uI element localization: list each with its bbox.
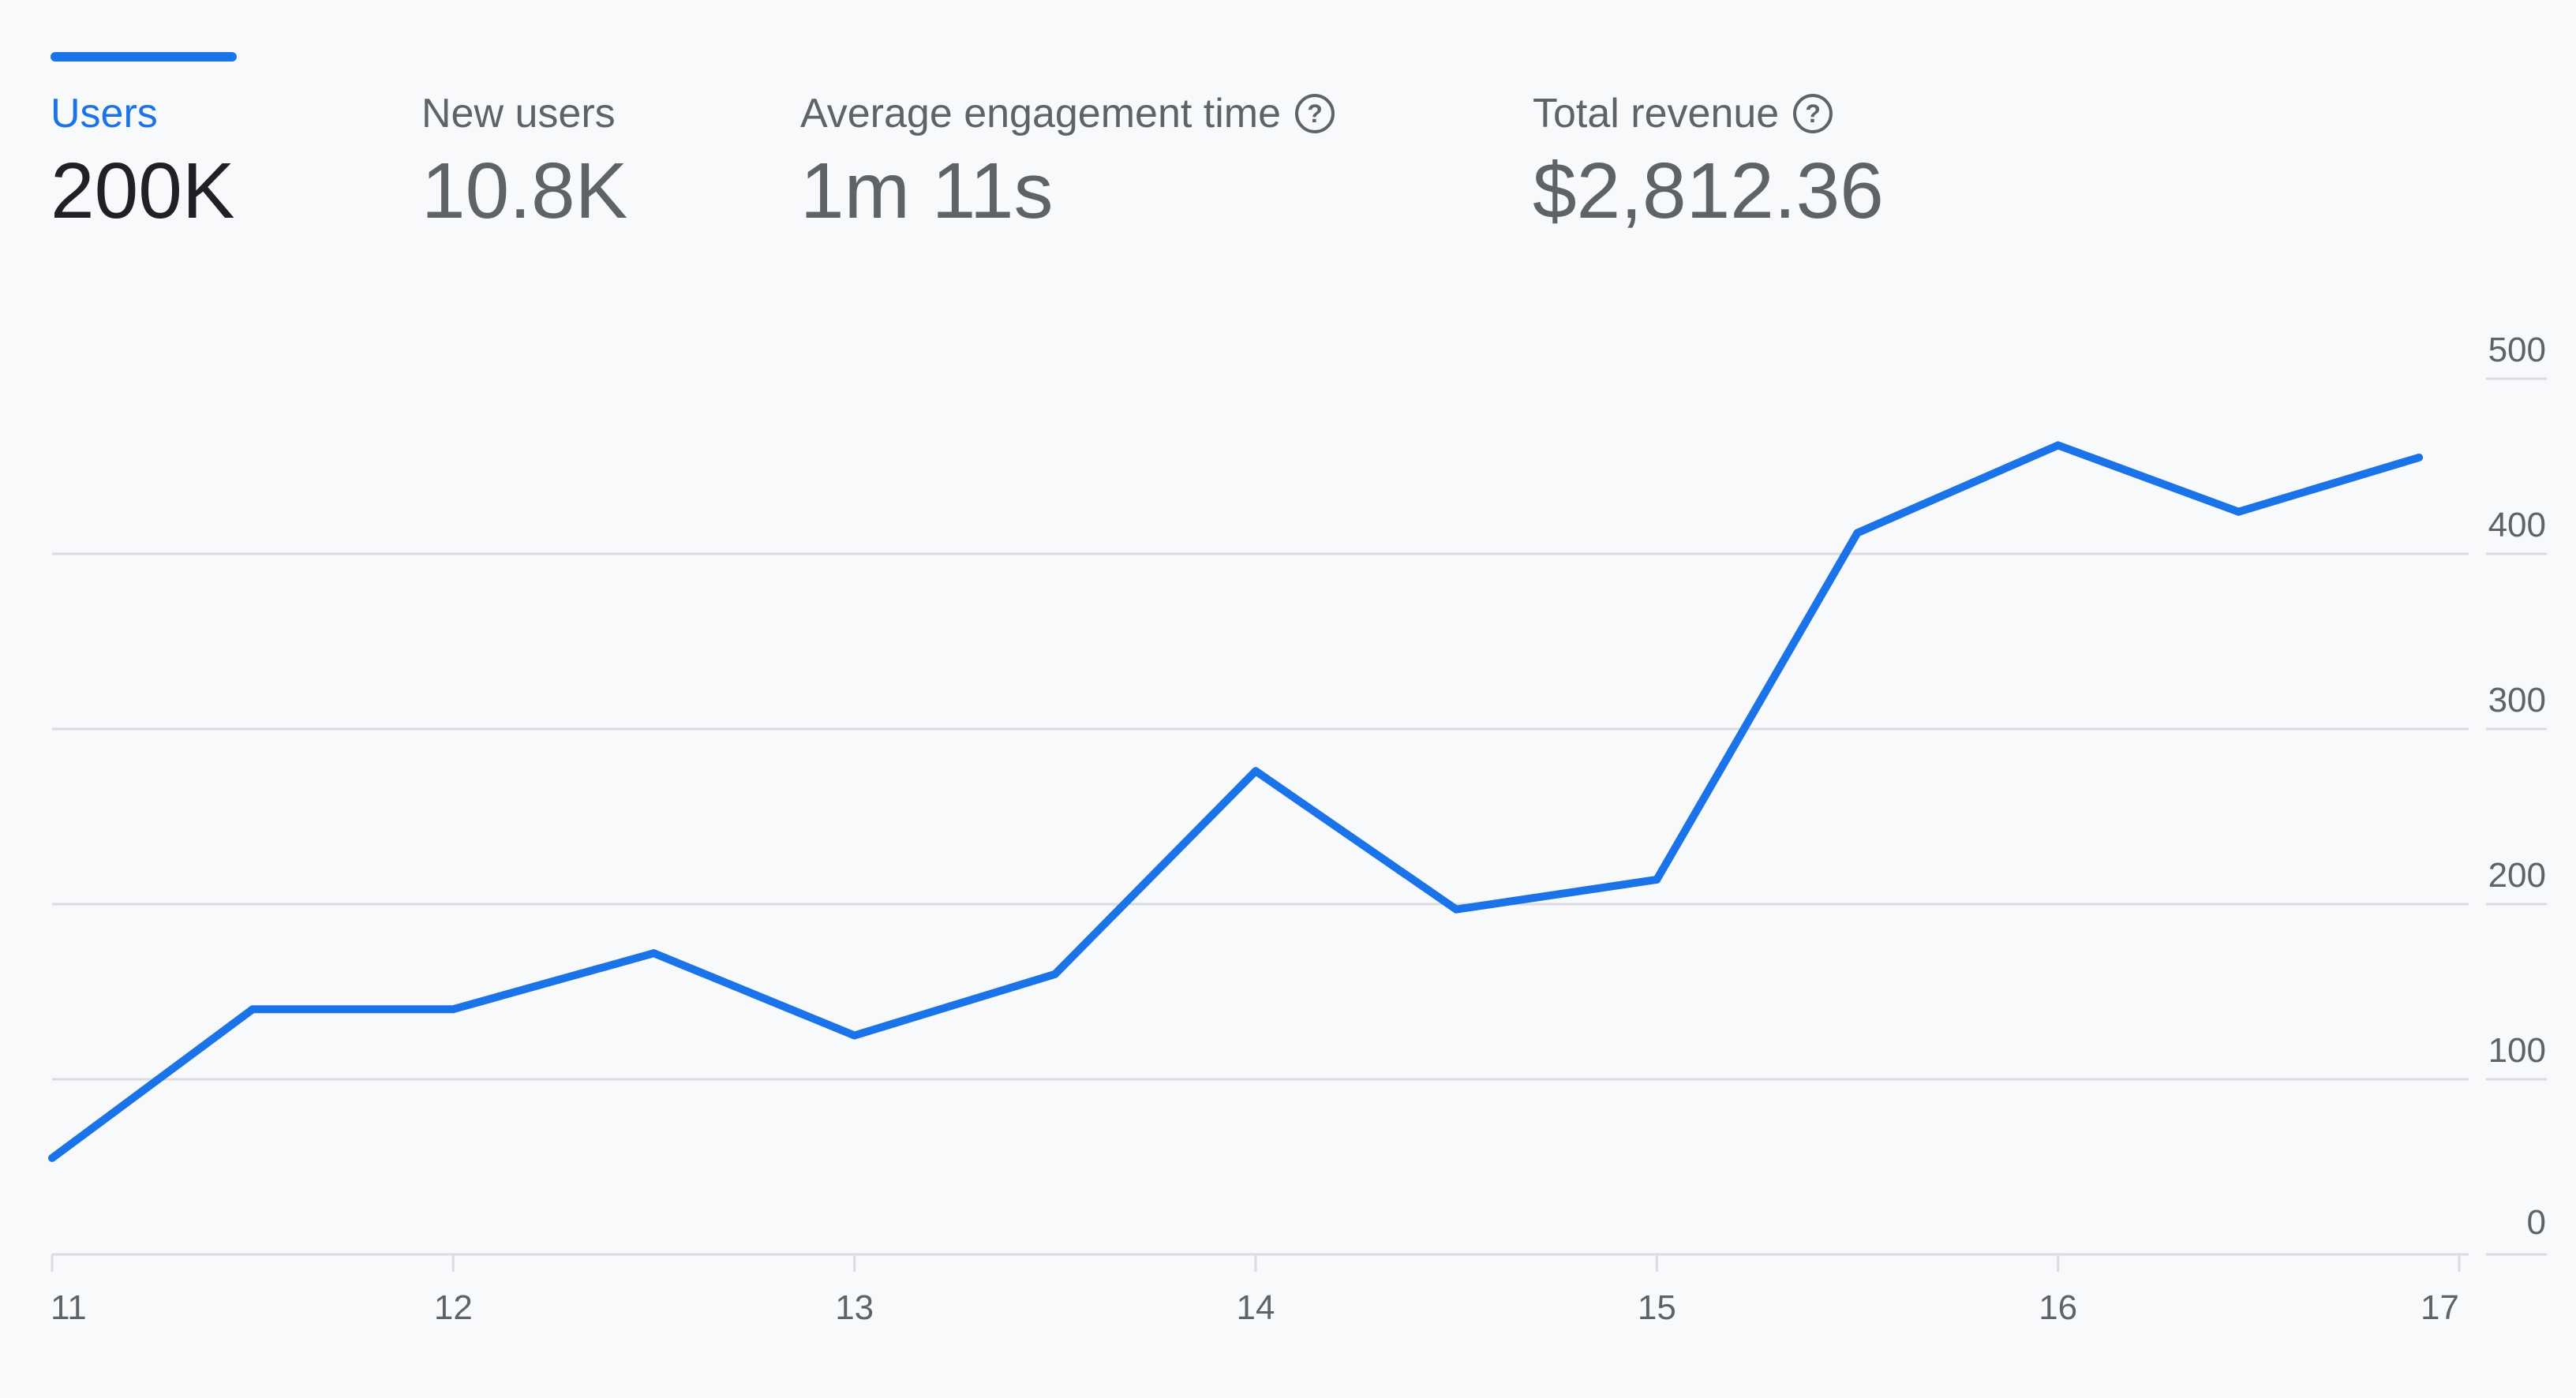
x-tick-label: 13 — [835, 1288, 874, 1327]
data-point — [249, 1005, 257, 1014]
metric-label: Total revenue ? — [1533, 88, 1833, 139]
data-point — [2415, 453, 2424, 462]
data-point — [1252, 767, 1260, 776]
metric-value: $2,812.36 — [1533, 147, 1884, 235]
y-tick-label: 400 — [2488, 506, 2546, 544]
y-tick-label: 200 — [2488, 856, 2546, 895]
x-tick-label: 16 — [2039, 1288, 2077, 1327]
data-point — [1452, 905, 1461, 914]
y-tick-label: 100 — [2488, 1031, 2546, 1070]
metric-value: 10.8K — [421, 147, 628, 235]
data-point — [48, 1153, 56, 1162]
x-tick-label: 14 — [1237, 1288, 1275, 1327]
active-tab-indicator — [51, 52, 237, 62]
y-tick-label: 500 — [2488, 331, 2546, 369]
data-point — [650, 949, 658, 958]
series-line-users — [50, 441, 2421, 1161]
y-tick-label: 300 — [2488, 681, 2546, 720]
data-point — [1653, 875, 1661, 884]
data-point — [850, 1031, 859, 1040]
metric-value: 200K — [51, 147, 235, 235]
metric-label: New users — [421, 91, 616, 136]
metric-label: Average engagement time ? — [800, 88, 1335, 139]
data-point — [2234, 507, 2243, 516]
help-circle-icon[interactable]: ? — [1295, 94, 1335, 133]
x-tick-label: 11 — [51, 1288, 87, 1327]
data-point — [449, 1005, 458, 1014]
data-point — [1853, 529, 1862, 537]
data-point — [1050, 970, 1059, 978]
y-tick-label: 0 — [2527, 1203, 2546, 1242]
x-tick-label: 12 — [434, 1288, 473, 1327]
metric-tabs: Users 200K New users 10.8K Average engag… — [0, 0, 2576, 252]
x-tick-label: 17 — [2421, 1288, 2459, 1327]
data-point — [2054, 441, 2062, 450]
metric-value: 1m 11s — [800, 147, 1054, 235]
help-circle-icon[interactable]: ? — [1793, 94, 1833, 133]
metric-label: Users — [51, 91, 158, 136]
x-tick-label: 15 — [1638, 1288, 1676, 1327]
